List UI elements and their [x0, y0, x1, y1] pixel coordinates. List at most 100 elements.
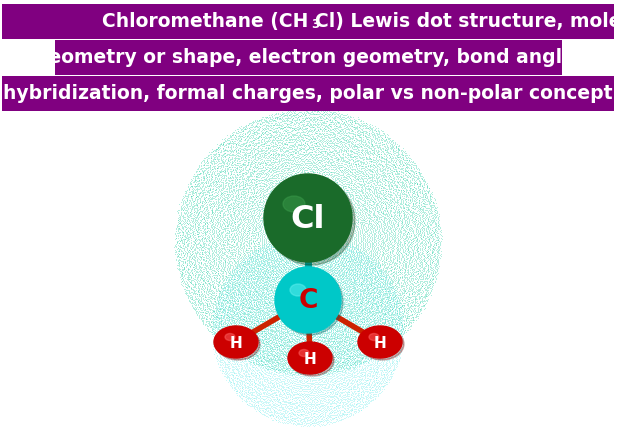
Point: [366, 284, 376, 291]
Point: [184, 256, 194, 264]
Point: [270, 116, 280, 124]
Point: [368, 391, 378, 398]
Point: [240, 140, 250, 147]
Point: [286, 272, 296, 279]
Point: [207, 223, 217, 230]
Point: [325, 277, 335, 284]
Point: [284, 270, 294, 277]
Point: [267, 291, 277, 298]
Point: [327, 256, 337, 263]
Point: [423, 298, 433, 305]
Point: [301, 326, 311, 333]
Point: [331, 324, 341, 331]
Point: [418, 219, 428, 226]
Point: [223, 364, 233, 371]
Point: [362, 323, 371, 330]
Point: [301, 300, 311, 307]
Point: [275, 254, 285, 261]
Point: [344, 189, 354, 196]
Point: [369, 277, 379, 284]
Point: [229, 369, 239, 376]
Point: [356, 347, 366, 355]
Point: [371, 251, 381, 258]
Point: [254, 278, 263, 285]
Point: [216, 216, 226, 223]
Point: [266, 355, 276, 362]
Point: [261, 351, 271, 359]
Point: [307, 381, 317, 388]
Point: [313, 288, 323, 295]
Point: [230, 274, 239, 281]
Point: [342, 113, 352, 120]
Point: [233, 384, 243, 392]
Point: [285, 110, 295, 117]
Point: [248, 274, 258, 281]
Point: [352, 322, 362, 330]
Point: [207, 214, 217, 221]
Point: [379, 373, 389, 380]
Point: [280, 191, 289, 198]
Point: [326, 312, 336, 319]
Point: [276, 160, 286, 167]
Point: [350, 268, 360, 275]
Point: [268, 261, 278, 268]
Point: [202, 302, 212, 310]
Point: [233, 290, 243, 297]
Point: [361, 321, 371, 328]
Point: [318, 379, 328, 386]
Point: [283, 366, 293, 373]
Point: [297, 176, 307, 183]
Point: [360, 335, 370, 343]
Point: [329, 237, 339, 244]
Point: [321, 376, 331, 383]
Point: [298, 166, 308, 173]
Point: [188, 256, 197, 263]
Point: [356, 297, 366, 304]
Point: [267, 363, 276, 370]
Point: [267, 293, 277, 300]
Point: [276, 377, 286, 384]
Point: [322, 187, 332, 194]
Point: [284, 228, 294, 235]
Point: [368, 179, 378, 186]
Point: [244, 240, 254, 247]
Point: [189, 261, 199, 268]
Point: [328, 236, 338, 243]
Point: [333, 388, 343, 395]
Point: [216, 321, 226, 328]
Point: [327, 134, 337, 141]
Point: [188, 300, 198, 307]
Point: [370, 252, 380, 259]
Point: [271, 242, 281, 249]
Point: [336, 278, 346, 285]
Point: [242, 232, 252, 239]
Point: [307, 313, 317, 320]
Point: [363, 224, 373, 231]
Point: [230, 318, 239, 325]
Point: [234, 154, 244, 161]
Point: [372, 277, 382, 284]
Point: [279, 236, 289, 244]
Point: [363, 177, 373, 184]
Point: [249, 229, 259, 236]
Point: [361, 334, 371, 341]
Point: [181, 262, 191, 269]
Point: [320, 111, 329, 118]
Point: [220, 303, 230, 310]
Point: [311, 115, 321, 122]
Point: [254, 245, 264, 252]
Point: [358, 339, 368, 346]
Point: [314, 299, 324, 306]
Point: [337, 117, 347, 124]
Point: [341, 325, 351, 332]
Point: [288, 333, 297, 340]
Point: [300, 240, 310, 247]
Point: [236, 394, 246, 401]
Point: [350, 191, 360, 198]
Point: [238, 392, 247, 399]
Point: [239, 205, 249, 212]
Point: [198, 295, 208, 302]
Point: [244, 351, 254, 358]
Point: [205, 158, 215, 165]
Point: [228, 347, 238, 354]
